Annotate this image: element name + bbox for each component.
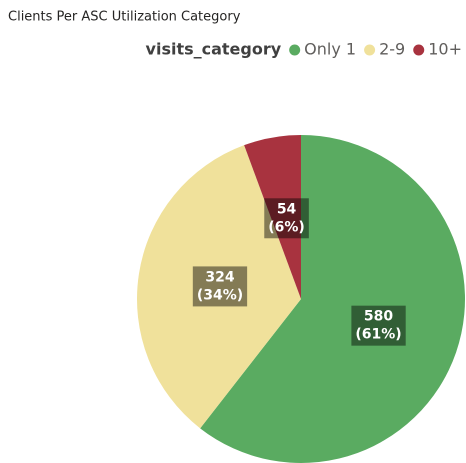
- legend-marker: [364, 44, 376, 56]
- data-label-text: (34%): [197, 287, 243, 303]
- data-label-bg: [192, 266, 248, 307]
- data-label-bg: [264, 198, 309, 239]
- pie-slice: [136, 145, 301, 429]
- data-label-text: (6%): [268, 219, 305, 235]
- data-label: 580 (61%): [351, 305, 406, 346]
- data-label-text: 324: [205, 269, 234, 285]
- legend-label: 10+: [428, 40, 462, 59]
- legend-label: Only 1: [304, 40, 356, 59]
- data-label-text: 54: [277, 201, 297, 217]
- legend-label: 2-9: [379, 40, 405, 59]
- legend-title: visits_category: [146, 40, 282, 59]
- legend-marker: [289, 44, 301, 56]
- data-label: 54 (6%): [264, 198, 309, 239]
- legend-marker: [413, 44, 425, 56]
- data-label: 324 (34%): [192, 266, 248, 307]
- data-label-text: (61%): [355, 327, 401, 343]
- pie-slice: [200, 135, 466, 463]
- data-label-text: 580: [364, 309, 393, 325]
- data-label-bg: [351, 305, 406, 346]
- chart-title: Clients Per ASC Utilization Category: [8, 10, 241, 25]
- pie-slice: [244, 135, 301, 299]
